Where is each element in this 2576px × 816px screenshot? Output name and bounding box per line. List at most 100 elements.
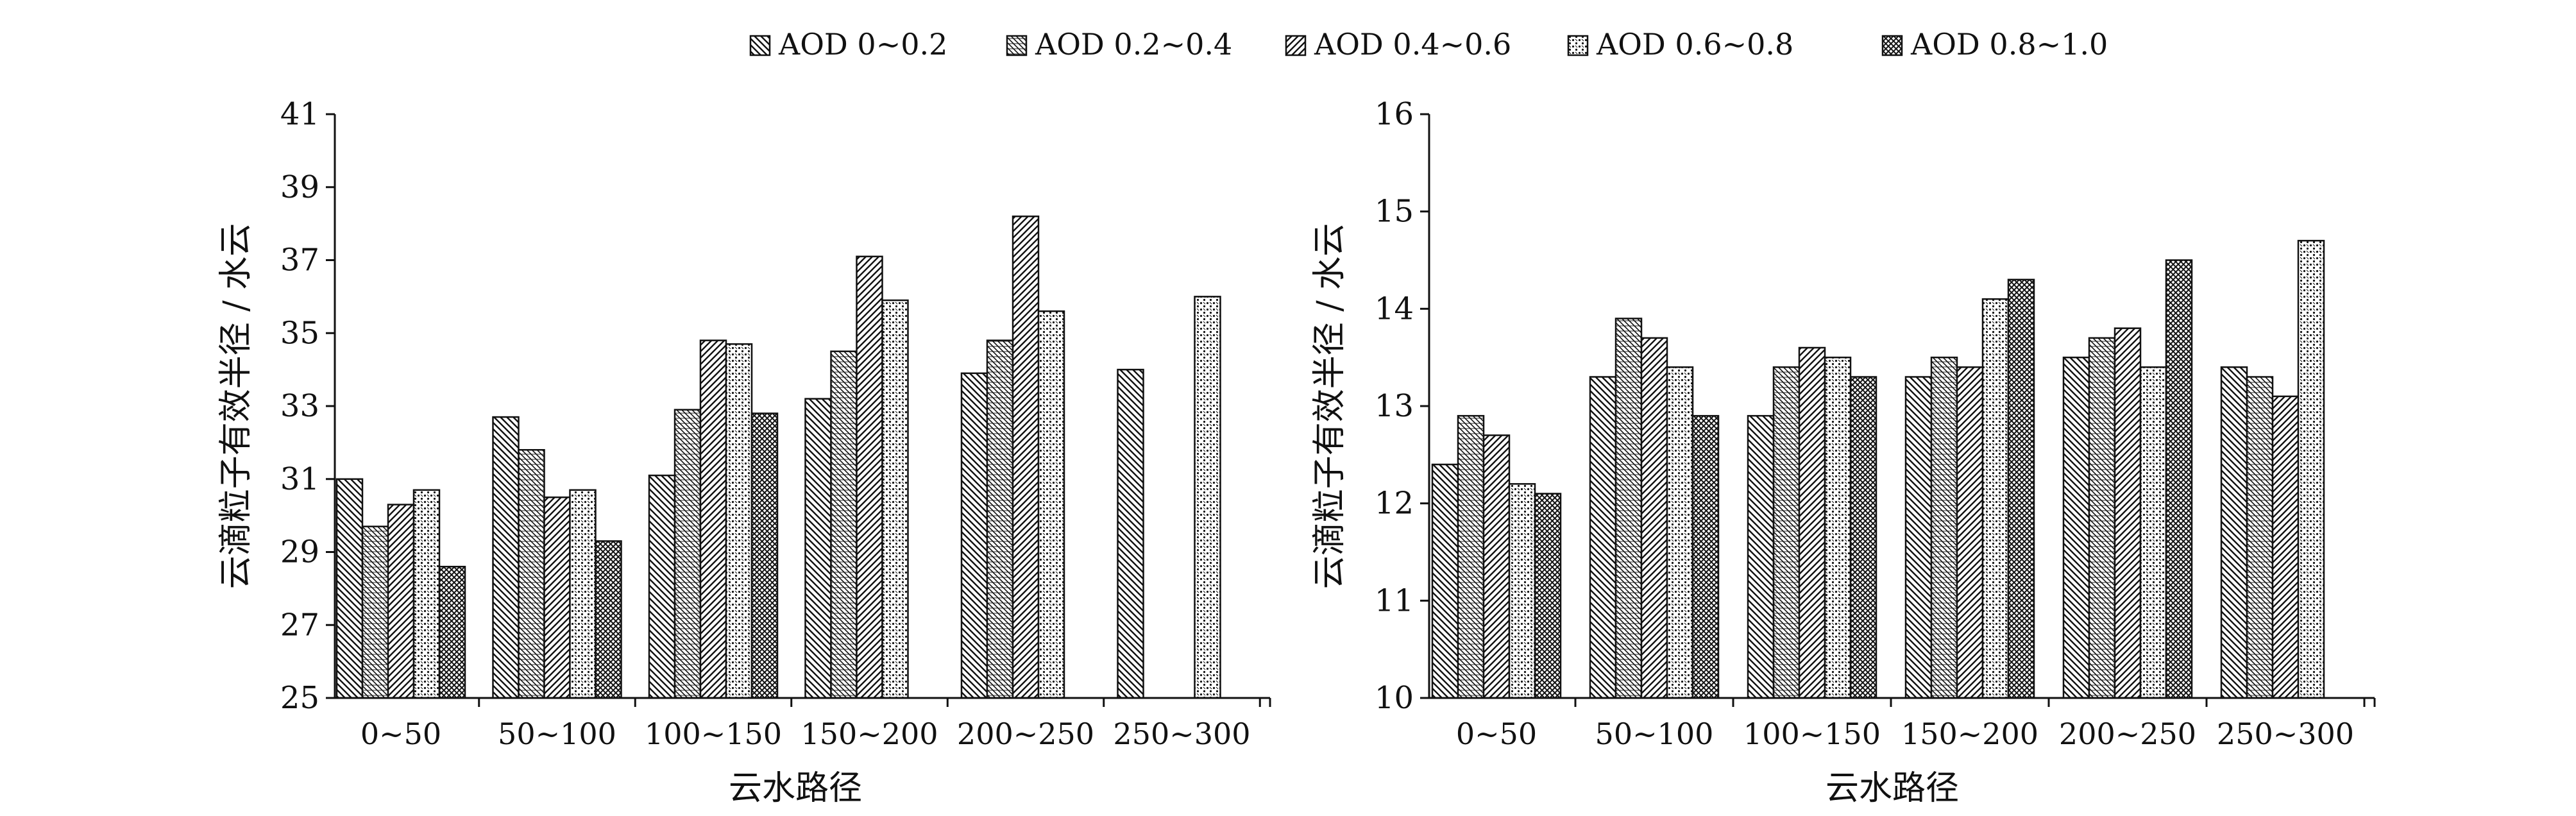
x-tick-label: 0~50 [1456, 717, 1537, 751]
bar [412, 489, 441, 699]
legend-swatch [1006, 35, 1028, 56]
x-axis-title: 云水路径 [1826, 769, 1959, 808]
bar [361, 525, 389, 699]
bar [1798, 346, 1826, 699]
bar [335, 478, 364, 699]
bar [2246, 376, 2274, 699]
y-tick-label: 10 [1375, 680, 1414, 716]
bar [492, 416, 520, 699]
legend-entry: AOD 0.8~1.0 [1881, 27, 2108, 62]
bar [438, 566, 466, 699]
legend-entry: AOD 0.4~0.6 [1285, 27, 1511, 62]
bar [804, 398, 832, 699]
x-tick-label: 50~100 [498, 717, 616, 751]
x-axis-title: 云水路径 [729, 769, 862, 808]
legend-entry: AOD 0.2~0.4 [1006, 27, 1232, 62]
chart-left: 25 27 29 31 33 35 37 39 41 0~50 50~100 100~150 150~2… [217, 96, 1271, 808]
bar [1930, 356, 1958, 699]
bar [1981, 298, 2010, 699]
y-tick-label: 25 [280, 680, 319, 716]
bar [1194, 296, 1221, 699]
legend-entry: AOD 0.6~0.8 [1567, 27, 1793, 62]
x-tick-label: 150~200 [1901, 717, 2038, 751]
bar [1747, 414, 1775, 699]
bar [699, 339, 727, 699]
x-tick-label: 250~300 [1113, 717, 1250, 751]
y-tick-label: 39 [280, 169, 319, 205]
legend-entry: AOD 0~0.2 [749, 27, 947, 62]
bar [856, 255, 883, 699]
bar [2271, 395, 2300, 699]
bar [518, 449, 545, 699]
bar [1849, 376, 1877, 699]
legend-label: AOD 0.6~0.8 [1596, 27, 1793, 62]
x-tick-label: 0~50 [360, 717, 441, 751]
bar [1640, 337, 1668, 699]
legend: AOD 0~0.2 AOD 0.2~0.4 AOD 0.4~0.6 AOD 0.6~0… [749, 27, 2108, 62]
bar [1691, 414, 1720, 699]
y-tick-label: 29 [280, 534, 319, 570]
bar [674, 409, 702, 699]
x-tick-label: 50~100 [1595, 717, 1714, 751]
bar [960, 372, 988, 699]
bar [2114, 327, 2142, 699]
chart-right: 10 11 12 13 14 15 16 0~50 50~100 100~150 150~200 20… [1310, 96, 2376, 808]
bar [1508, 483, 1536, 699]
bar [830, 350, 858, 699]
y-tick-label: 41 [280, 96, 319, 132]
x-tick-label: 100~150 [1743, 717, 1881, 751]
bar [1482, 434, 1511, 699]
bar [2139, 366, 2167, 699]
bar [1457, 414, 1485, 699]
y-tick-label: 13 [1375, 388, 1414, 424]
bar [1431, 463, 1459, 699]
bar [543, 496, 571, 699]
legend-label: AOD 0.2~0.4 [1035, 27, 1232, 62]
bar [1824, 356, 1852, 699]
bar [1772, 366, 1801, 699]
bar [387, 504, 415, 699]
bar [1117, 368, 1144, 699]
bar [2297, 239, 2325, 699]
y-tick-label: 33 [280, 388, 319, 424]
y-tick-label: 31 [280, 461, 319, 497]
legend-swatch [749, 35, 771, 56]
legend-swatch [1881, 35, 1903, 56]
bar [1037, 310, 1065, 699]
bar [569, 489, 597, 699]
bar [648, 474, 676, 699]
bar [2220, 366, 2248, 699]
legend-swatch [1285, 35, 1307, 56]
y-tick-label: 12 [1375, 486, 1414, 522]
y-tick-label: 16 [1375, 96, 1414, 132]
y-axis-title: 云滴粒子有效半径 / 水云 [217, 223, 255, 590]
bar [2062, 356, 2090, 699]
legend-label: AOD 0~0.2 [778, 27, 947, 62]
bar [881, 299, 909, 699]
legend-label: AOD 0.4~0.6 [1314, 27, 1511, 62]
y-tick-label: 27 [280, 607, 319, 643]
bar [1956, 366, 1984, 699]
bar [750, 412, 779, 699]
y-tick-label: 37 [280, 242, 319, 278]
x-tick-label: 250~300 [2217, 717, 2354, 751]
legend-label: AOD 0.8~1.0 [1910, 27, 2108, 62]
y-tick-label: 11 [1375, 582, 1414, 618]
x-tick-label: 100~150 [645, 717, 782, 751]
bar [1904, 376, 1933, 699]
bar [2007, 278, 2035, 699]
x-tick-label: 150~200 [801, 717, 938, 751]
legend-swatch [1567, 35, 1589, 56]
bar [1534, 493, 1562, 699]
bar [2165, 259, 2193, 699]
x-tick-label: 200~250 [957, 717, 1094, 751]
bar [986, 339, 1014, 699]
bar [1666, 366, 1694, 699]
bar [595, 540, 622, 699]
bar [1614, 318, 1643, 699]
y-axis-title: 云滴粒子有效半径 / 水云 [1310, 223, 1349, 590]
y-tick-label: 15 [1375, 194, 1414, 230]
bar [1012, 216, 1040, 699]
y-tick-label: 14 [1375, 291, 1414, 327]
